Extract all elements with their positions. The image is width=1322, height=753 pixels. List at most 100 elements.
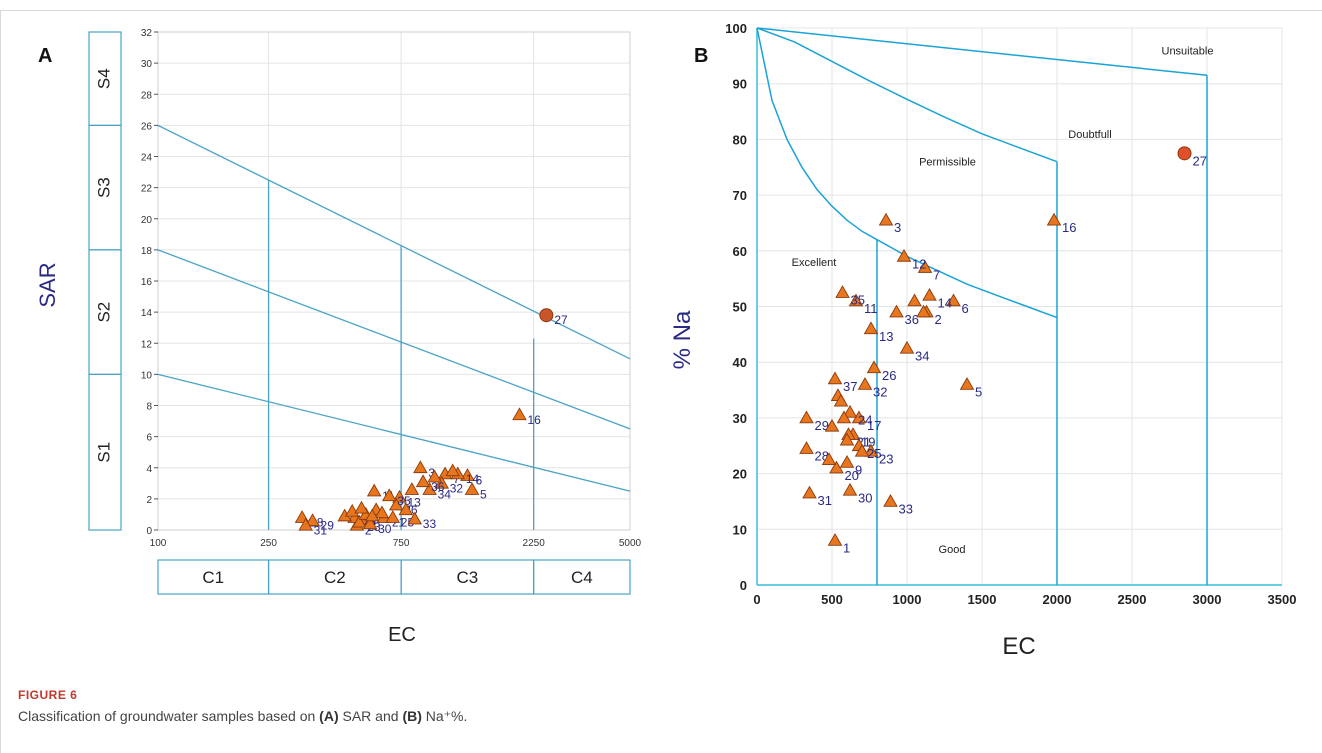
y-tick-label: 10 <box>141 370 153 381</box>
y-tick-label: 22 <box>141 184 153 195</box>
y-tick-label: 50 <box>733 300 747 315</box>
classification-boundary <box>756 27 1058 319</box>
salinity-class-box <box>533 559 631 595</box>
point-label: 32 <box>873 384 887 399</box>
classification-boundary <box>756 27 1208 77</box>
data-point <box>364 508 380 522</box>
point-label: 2 <box>365 523 372 537</box>
point-label: 13 <box>879 329 893 344</box>
sodium-class-label: S4 <box>94 68 113 89</box>
point-label: 36 <box>431 480 445 494</box>
x-axis-title: EC <box>388 624 416 646</box>
data-point <box>404 482 420 495</box>
y-tick-label: 4 <box>146 464 152 475</box>
panel-b-label: B <box>694 45 708 67</box>
data-point <box>922 287 937 301</box>
point-label: 3 <box>894 220 901 235</box>
y-tick-label: 80 <box>733 132 747 147</box>
y-tick-label: 14 <box>141 308 153 319</box>
x-tick-label: 100 <box>150 538 167 549</box>
y-tick-label: 100 <box>725 21 747 36</box>
sodium-hazard-line <box>157 373 631 492</box>
point-label: 1 <box>843 540 850 555</box>
x-tick-label: 250 <box>260 538 277 549</box>
x-tick-label: 750 <box>393 538 410 549</box>
data-point <box>889 304 904 318</box>
y-tick-label: 8 <box>146 402 152 413</box>
top-rule <box>0 10 1322 11</box>
salinity-class-label: C3 <box>457 568 479 587</box>
point-label: 14 <box>938 295 952 310</box>
panel-a-label: A <box>38 45 52 67</box>
sodium-class-label: S3 <box>94 177 113 198</box>
point-label: 36 <box>905 312 919 327</box>
data-point <box>839 432 855 446</box>
data-point <box>415 474 431 488</box>
point-label: 31 <box>314 523 328 537</box>
x-tick-label: 2500 <box>1118 592 1147 607</box>
data-point <box>445 463 460 477</box>
point-label: 2 <box>935 312 942 327</box>
data-point <box>298 517 313 531</box>
point-label: 25 <box>867 446 881 461</box>
data-point <box>374 505 390 519</box>
data-point <box>388 497 404 511</box>
data-point <box>866 360 882 374</box>
x-tick-label: 0 <box>753 592 760 607</box>
point-label: 14 <box>466 472 480 486</box>
data-point <box>842 482 858 496</box>
y-tick-label: 2 <box>146 495 152 506</box>
data-point <box>917 260 933 273</box>
y-tick-label: 60 <box>733 244 747 259</box>
point-label: 27 <box>554 313 568 327</box>
data-point <box>398 502 414 516</box>
y-tick-label: 12 <box>141 339 153 350</box>
figure-caption: FIGURE 6 Classification of groundwater s… <box>18 688 1298 725</box>
point-label: 30 <box>858 490 872 505</box>
y-tick-label: 16 <box>141 277 153 288</box>
data-point <box>802 485 817 499</box>
y-tick-label: 70 <box>733 188 747 203</box>
y-tick-label: 20 <box>733 467 747 482</box>
data-point <box>863 321 879 335</box>
data-point <box>407 511 423 525</box>
point-label: 5 <box>480 488 487 502</box>
caption-text-2: SAR and <box>338 708 403 724</box>
sodium-class-box <box>88 31 122 126</box>
data-point <box>460 468 475 481</box>
point-label: 35 <box>851 293 865 308</box>
region-label: Doubtfull <box>1068 129 1111 141</box>
point-label: 37 <box>843 379 857 394</box>
data-point <box>464 482 480 495</box>
region-label: Permissible <box>919 157 976 169</box>
y-tick-label: 24 <box>141 153 153 164</box>
data-point <box>824 418 840 432</box>
x-axis-title: EC <box>1002 633 1035 660</box>
x-tick-label: 3000 <box>1193 592 1222 607</box>
data-point <box>835 285 850 298</box>
x-tick-label: 2250 <box>523 538 546 549</box>
data-point <box>1046 212 1062 226</box>
point-label: 30 <box>378 522 392 536</box>
y-tick-label: 20 <box>141 215 153 226</box>
data-point <box>836 410 852 424</box>
data-point-highlight <box>1177 146 1192 161</box>
y-tick-label: 90 <box>733 77 747 92</box>
y-tick-label: 30 <box>733 411 747 426</box>
data-point <box>362 516 378 530</box>
region-label: Unsuitable <box>1162 45 1214 57</box>
point-label: 23 <box>879 451 893 466</box>
data-point <box>842 404 858 418</box>
data-point <box>829 460 844 474</box>
salinity-class-label: C2 <box>324 568 346 587</box>
x-tick-label: 1000 <box>893 592 922 607</box>
point-label: 7 <box>933 268 940 283</box>
data-point <box>821 452 837 465</box>
caption-text-3: Na⁺%. <box>421 708 468 724</box>
data-point <box>427 469 442 483</box>
y-tick-label: 32 <box>141 28 153 39</box>
data-point <box>799 441 814 454</box>
point-label: 35 <box>397 494 411 508</box>
